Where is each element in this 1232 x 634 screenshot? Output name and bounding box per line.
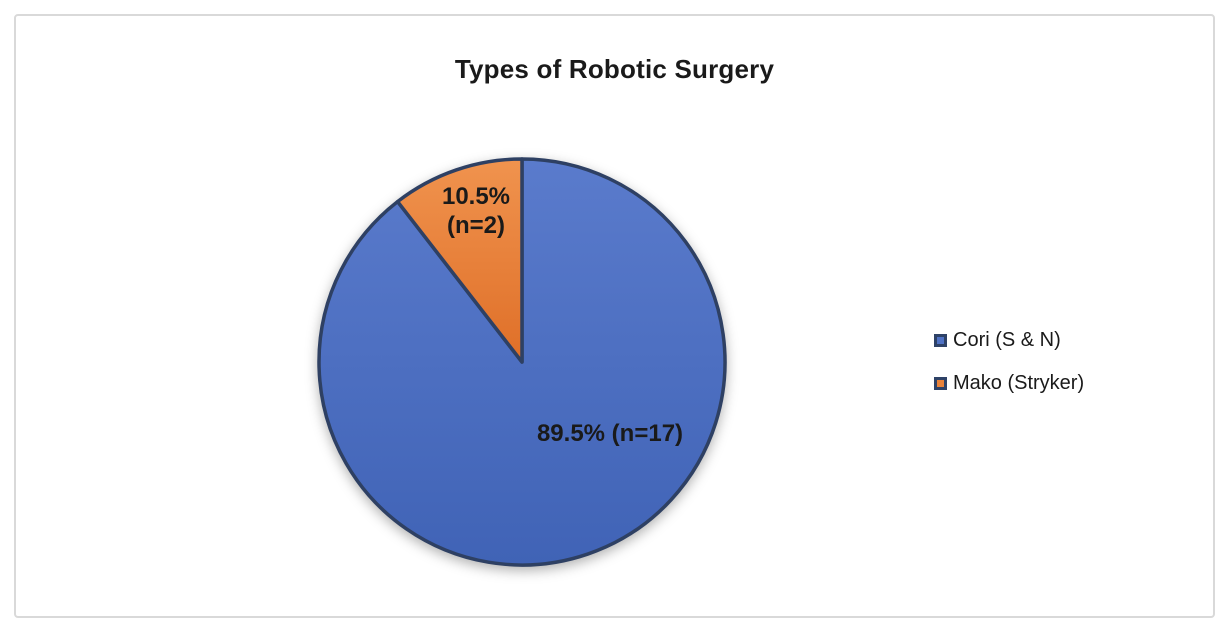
chart-legend: Cori (S & N) Mako (Stryker) [934,327,1084,413]
slice-label-mako: 10.5% (n=2) [442,182,510,240]
pie-slice-1 [395,157,524,364]
slice-label-mako-percent: 10.5% [441,183,511,210]
legend-swatch-mako [934,377,947,390]
pie-chart [317,157,727,567]
legend-label-cori: Cori (S & N) [953,329,1061,351]
legend-swatch-cori [934,334,947,347]
legend-item-mako: Mako (Stryker) [934,370,1084,397]
slice-label-mako-count: (n=2) [446,212,505,239]
chart-frame: Types of Robotic Surgery 89.5% (n=17) 10… [14,14,1215,618]
legend-item-cori: Cori (S & N) [934,327,1084,354]
legend-label-mako: Mako (Stryker) [953,372,1085,394]
slice-label-cori: 89.5% (n=17) [536,420,684,447]
chart-title: Types of Robotic Surgery [454,54,775,84]
